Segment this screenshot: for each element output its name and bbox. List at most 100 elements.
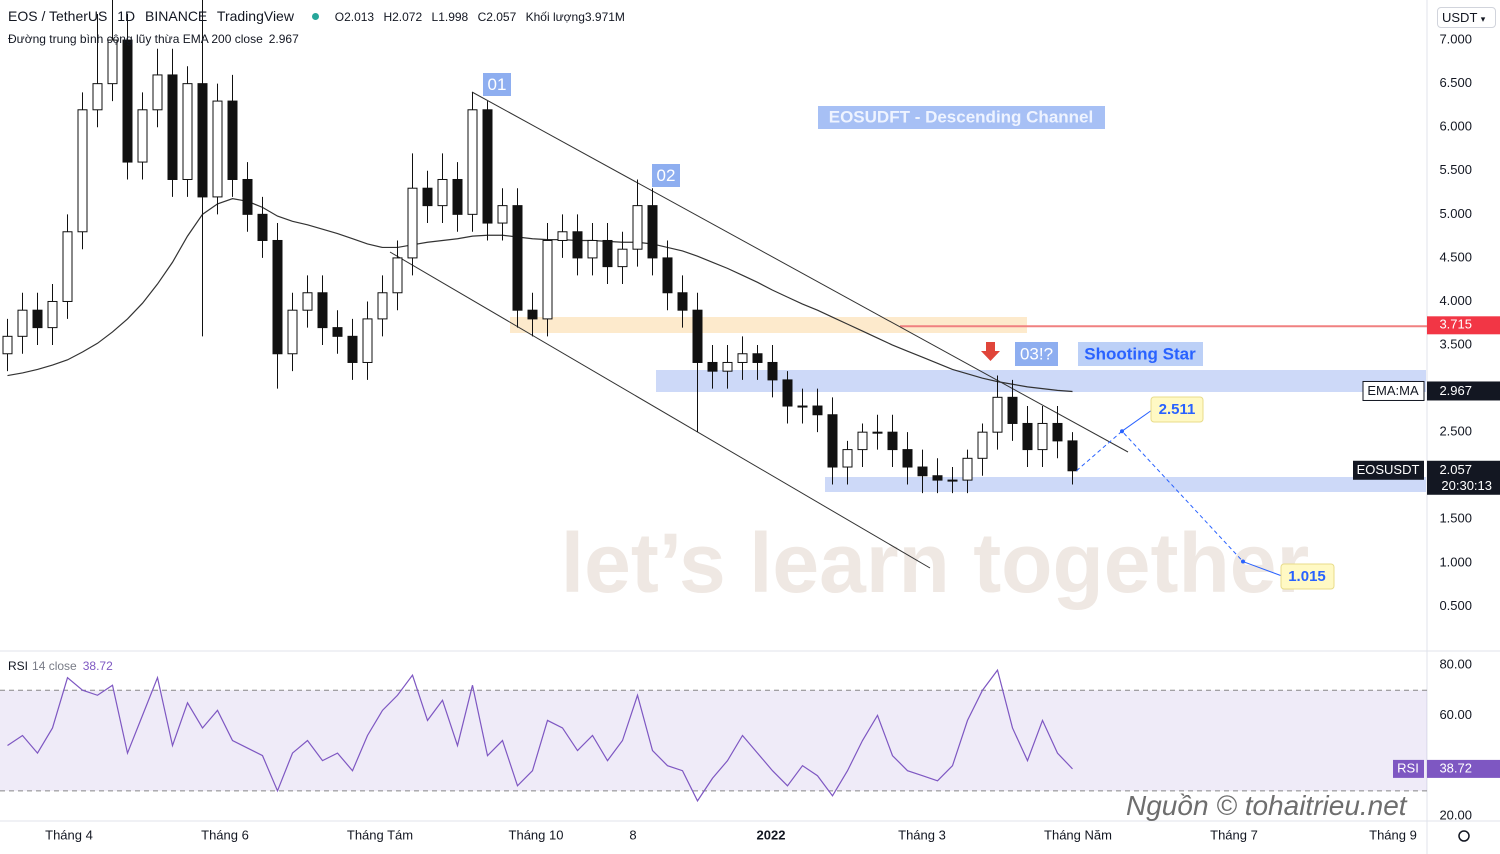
candle-body [242, 178, 253, 215]
annotation-box [652, 164, 680, 187]
callout-line [1242, 561, 1283, 577]
candle-body [257, 213, 268, 241]
candle-body [722, 361, 733, 372]
header-line: EOS / TetherUS 1D BINANCE TradingView O2… [8, 8, 637, 24]
volume-value: 3.971M [584, 10, 625, 24]
channel-lower [389, 251, 931, 569]
ohlc-label: L [431, 10, 439, 24]
candle-body [677, 292, 688, 311]
ema-title[interactable]: Đường trung bình cộng lũy thừa EMA 200 c… [8, 32, 263, 46]
y-tick-label: 0.500 [1439, 598, 1472, 613]
ohlc-label: C [477, 10, 487, 24]
candle-body [272, 239, 283, 355]
x-tick-label: 2022 [757, 827, 786, 842]
candle-body [512, 205, 523, 311]
annotation-box [1078, 342, 1203, 366]
annotation-box [483, 73, 511, 96]
supply-zone [510, 317, 1027, 333]
annotation-label: 01 [488, 75, 507, 94]
volume-label: Khối lượng [525, 10, 585, 24]
last-price-tag [1427, 460, 1500, 495]
x-tick-label: Tháng 3 [898, 827, 946, 842]
currency-button[interactable]: USDT ▾ [1437, 7, 1497, 28]
y-tick-label: 1.500 [1439, 511, 1472, 526]
candle-body [62, 231, 73, 302]
candle-body [962, 457, 973, 481]
target-box [1150, 396, 1204, 423]
candle-body [167, 74, 178, 180]
x-tick-label: Tháng 4 [45, 827, 93, 842]
watermark: let’s learn together [561, 516, 1309, 610]
exchange: BINANCE [145, 8, 208, 24]
x-tick-label: Tháng Tám [347, 827, 413, 842]
candle-body [1052, 422, 1063, 442]
candle-body [872, 431, 883, 434]
ohlc-value: 2.072 [392, 10, 423, 24]
candle-body [887, 431, 898, 451]
candle-body [227, 100, 238, 180]
ohlc: O2.013 H2.072 L1.998 C2.057 Khối lượng3.… [335, 10, 631, 24]
candle-body [347, 335, 358, 363]
candle-body [467, 109, 478, 215]
rsi-legend: RSI 14 close 38.72 [8, 659, 119, 673]
rsi-price-tag [1427, 759, 1500, 778]
last-price-label: 2.057 [1439, 462, 1472, 477]
candle-body [917, 466, 928, 477]
x-tick-label: Tháng 6 [201, 827, 249, 842]
target-label: 2.511 [1159, 401, 1196, 418]
candle-body [482, 109, 493, 224]
ohlc-label: H [383, 10, 393, 24]
candle-body [107, 39, 118, 85]
source: TradingView [216, 8, 294, 24]
candle-body [77, 109, 88, 233]
candle-body [1037, 422, 1048, 451]
ohlc-value: 1.998 [438, 10, 469, 24]
price-tag-label: 3.715 [1439, 317, 1472, 332]
candle-body [932, 475, 943, 481]
candle-body [92, 83, 103, 111]
rsi-tick-label: 80.00 [1439, 657, 1472, 672]
ohlc-value: 2.057 [486, 10, 517, 24]
symbol[interactable]: EOS / TetherUS [8, 8, 108, 24]
annotation-label: 02 [657, 166, 676, 185]
symbol-tag [1353, 460, 1424, 480]
settings-icon[interactable] [1458, 830, 1470, 842]
ohlc-label: O [334, 10, 345, 24]
y-tick-label: 6.000 [1439, 119, 1472, 134]
rsi-title[interactable]: RSI [8, 659, 29, 673]
candle-body [302, 292, 313, 311]
x-tick-label: Tháng Năm [1044, 827, 1112, 842]
annotation-label: EOSUDFT - Descending Channel [829, 107, 1093, 126]
interval[interactable]: 1D [117, 8, 136, 24]
candle-body [737, 353, 748, 363]
candle-body [782, 379, 793, 407]
x-tick-label: Tháng 10 [509, 827, 564, 842]
candle-body [752, 353, 763, 363]
channel-upper [471, 91, 1129, 453]
rsi-tag-label: RSI [1397, 760, 1419, 775]
candle-body [992, 396, 1003, 433]
price-tag [1427, 381, 1500, 401]
candle-body [812, 405, 823, 416]
candle-body [647, 205, 658, 259]
candle-body [212, 100, 223, 198]
candle-body [197, 83, 208, 198]
support-zone [825, 477, 1426, 492]
candle-body [497, 205, 508, 224]
y-tick-label: 4.500 [1439, 249, 1472, 264]
rsi-tick-label: 60.00 [1439, 707, 1472, 722]
rsi-band [0, 690, 1427, 791]
candle-body [842, 449, 853, 468]
candle-body [437, 178, 448, 207]
ema-tag [1362, 380, 1425, 401]
candle-body [407, 187, 418, 259]
candle-body [572, 231, 583, 259]
candle-body [827, 414, 838, 468]
candle-body [392, 257, 403, 294]
currency[interactable]: USDT [1442, 10, 1478, 25]
y-tick-label: 2.500 [1439, 424, 1472, 439]
countdown: 20:30:13 [1441, 478, 1492, 493]
candle-body [632, 205, 643, 250]
candle-body [797, 405, 808, 408]
